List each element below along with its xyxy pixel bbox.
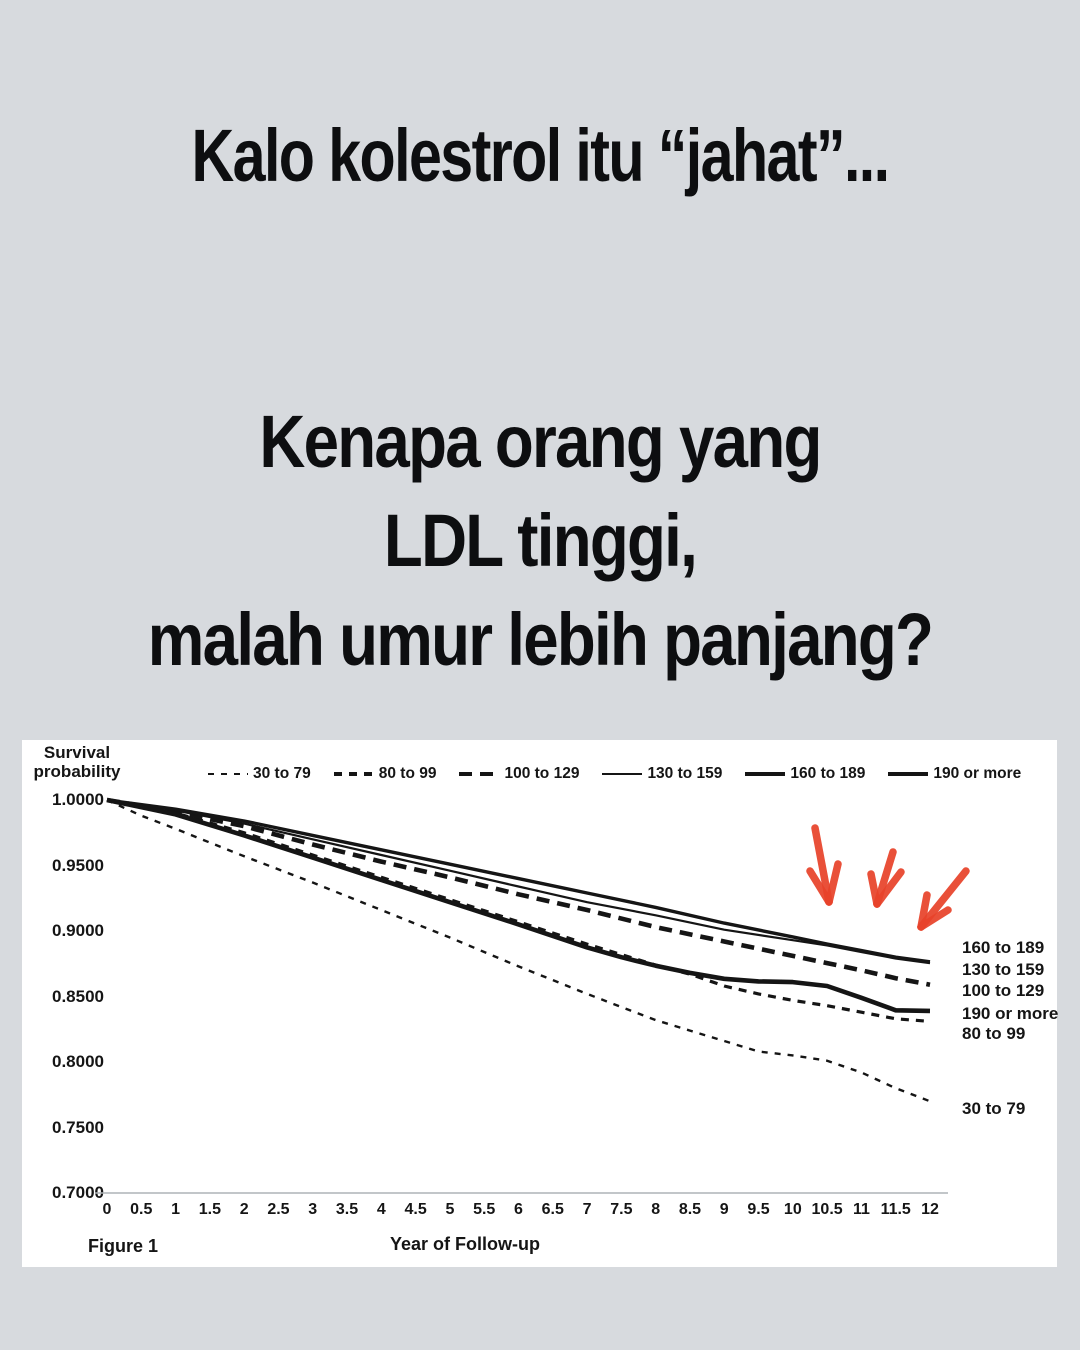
survival-curves-plot [95,797,970,1194]
legend-line-swatch [888,771,929,777]
x-tick-label: 2.5 [267,1201,290,1218]
x-tick-label: 1.5 [198,1201,221,1218]
annotation-arrow-stroke [825,860,842,906]
x-tick-label: 9 [719,1201,729,1218]
legend-label: 190 or more [933,765,1022,782]
x-tick-label: 8 [651,1201,661,1218]
y-tick-label: 0.9500 [52,855,104,875]
y-tick-label: 0.8000 [52,1052,104,1071]
y-tick-label: 0.8500 [52,986,104,1006]
x-tick-label: 11 [852,1201,870,1218]
annotation-arrow-stroke [873,868,905,908]
x-tick-label: 2 [239,1201,249,1218]
x-tick-label: 12 [921,1201,939,1218]
x-tick-label: 8.5 [678,1201,702,1218]
x-tick-label: 6 [514,1201,523,1218]
x-tick-label: 4 [376,1201,386,1218]
x-tick-label: 6.5 [541,1201,564,1218]
annotation-arrow-2 [867,848,905,908]
annotation-arrow-stroke [917,867,970,931]
x-tick-label: 4.5 [404,1201,427,1218]
legend-label: 30 to 79 [253,765,311,782]
series-line-80-to-99 [106,798,931,1023]
series-end-label-80-to-99: 80 to 99 [962,1023,1026,1043]
y-axis-title: Survival probability [33,743,121,781]
legend-item-30-to-79: 30 to 79 [208,765,311,783]
annotation-arrow-stroke [867,870,881,908]
x-tick-label: 7 [582,1201,592,1218]
series-end-label-160-to-189: 160 to 189 [962,938,1045,958]
legend-label: 100 to 129 [504,765,580,782]
headline-top: Kalo kolestrol itu “jahat”... [191,114,890,197]
series-end-label-100-to-129: 100 to 129 [962,981,1045,1001]
annotation-arrow-1 [806,824,842,906]
series-end-label-190-or-more: 190 or more [962,1003,1059,1023]
headline-question: Kenapa orang yang LDL tinggi, malah umur… [76,392,1005,689]
legend-item-190-or-more: 190 or more [888,765,1021,783]
x-tick-label: 9.5 [747,1201,770,1218]
headline-question-line2: LDL tinggi, [383,499,698,582]
annotation-arrow-stroke [917,891,931,931]
x-tick-label: 5.5 [473,1201,496,1218]
x-tick-label: 11.5 [880,1201,911,1218]
x-tick-label: 10 [783,1201,802,1218]
headline-question-line1: Kenapa orang yang [259,400,822,483]
x-tick-label: 10.5 [811,1201,843,1218]
x-tick-label: 1 [171,1201,181,1218]
series-line-160-to-189 [106,798,931,964]
legend-line-swatch [745,772,786,776]
series-line-100-to-129 [106,797,931,987]
legend-line-swatch [459,771,500,777]
legend-label: 160 to 189 [790,765,866,782]
x-axis-title: Year of Follow-up [389,1234,540,1254]
legend-item-160-to-189: 160 to 189 [745,765,865,783]
legend-label: 130 to 159 [647,765,723,782]
y-tick-label: 0.7000 [52,1183,104,1202]
y-tick-label: 0.7500 [52,1117,104,1137]
annotation-arrow-3 [917,867,970,931]
legend-line-swatch [333,772,374,776]
series-end-label-30-to-79: 30 to 79 [962,1099,1026,1119]
legend-item-100-to-129: 100 to 129 [459,765,579,783]
annotation-arrow-stroke [811,824,833,906]
series-end-label-130-to-159: 130 to 159 [962,960,1045,980]
y-tick-label: 1.0000 [52,790,104,809]
chart-legend: 30 to 79 80 to 99 100 to 129 130 to 159 160 … [208,764,1021,784]
x-tick-label: 3 [308,1201,318,1218]
x-tick-label: 3.5 [335,1201,359,1218]
survival-chart-panel: Survival probability 30 to 79 80 to 99 100… [22,740,1059,1267]
y-tick-label: 0.9000 [52,921,104,940]
x-tick-label: 7.5 [610,1201,633,1218]
annotation-arrow-stroke [917,906,952,931]
headline-question-line3: malah umur lebih panjang? [147,598,934,681]
legend-item-130-to-159: 130 to 159 [602,765,722,783]
figure-caption: Figure 1 [88,1236,159,1256]
legend-item-80-to-99: 80 to 99 [333,765,437,783]
series-line-190-or-more [106,797,931,1014]
legend-label: 80 to 99 [378,765,437,782]
x-tick-label: 5 [445,1201,455,1218]
legend-line-swatch [208,772,248,776]
annotation-arrow-stroke [806,867,833,906]
x-tick-label: 0.5 [130,1201,153,1218]
series-line-30-to-79 [106,798,931,1103]
x-tick-label: 0 [102,1201,112,1218]
legend-line-swatch [602,772,643,776]
